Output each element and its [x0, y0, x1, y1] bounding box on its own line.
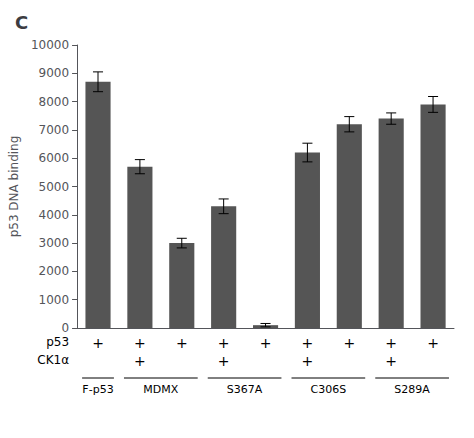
svg-text:CK1α: CK1α — [37, 353, 69, 367]
svg-text:+: + — [427, 335, 439, 351]
svg-text:7000: 7000 — [39, 123, 70, 137]
svg-text:2000: 2000 — [39, 264, 70, 278]
svg-text:10000: 10000 — [31, 38, 69, 52]
svg-text:+: + — [343, 335, 355, 351]
svg-text:9000: 9000 — [39, 66, 70, 80]
svg-text:MDMX: MDMX — [143, 383, 178, 396]
svg-text:+: + — [260, 335, 272, 351]
svg-text:C306S: C306S — [311, 383, 347, 396]
svg-text:6000: 6000 — [39, 151, 70, 165]
svg-text:0: 0 — [61, 321, 69, 335]
svg-text:p53 DNA binding: p53 DNA binding — [7, 136, 21, 238]
svg-text:C: C — [15, 12, 28, 33]
svg-text:S367A: S367A — [227, 383, 263, 396]
svg-text:1000: 1000 — [39, 293, 70, 307]
svg-text:+: + — [218, 353, 230, 369]
svg-text:8000: 8000 — [39, 95, 70, 109]
svg-text:S289A: S289A — [394, 383, 430, 396]
svg-text:p53: p53 — [46, 335, 69, 349]
svg-text:3000: 3000 — [39, 236, 70, 250]
svg-text:4000: 4000 — [39, 208, 70, 222]
svg-text:+: + — [385, 353, 397, 369]
svg-text:+: + — [302, 353, 314, 369]
svg-text:5000: 5000 — [39, 180, 70, 194]
svg-text:+: + — [218, 335, 230, 351]
svg-text:+: + — [385, 335, 397, 351]
svg-text:+: + — [302, 335, 314, 351]
svg-text:+: + — [134, 335, 146, 351]
svg-text:F-p53: F-p53 — [82, 383, 113, 396]
svg-text:+: + — [134, 353, 146, 369]
svg-text:+: + — [92, 335, 104, 351]
svg-text:+: + — [176, 335, 188, 351]
